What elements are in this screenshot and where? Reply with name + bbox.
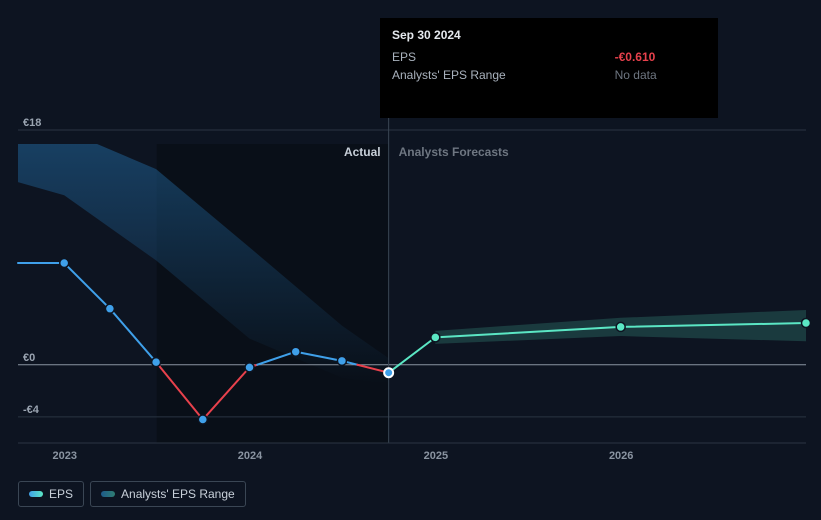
- tooltip-range-value: No data: [591, 66, 706, 84]
- legend-item-range[interactable]: Analysts' EPS Range: [90, 481, 246, 507]
- svg-text:2024: 2024: [238, 450, 263, 462]
- legend-item-eps[interactable]: EPS: [18, 481, 84, 507]
- tooltip-date: Sep 30 2024: [392, 28, 706, 42]
- svg-text:€18: €18: [23, 117, 41, 129]
- legend-swatch-eps: [29, 491, 43, 497]
- tooltip-row-range: Analysts' EPS Range No data: [392, 66, 706, 84]
- chart-legend: EPS Analysts' EPS Range: [18, 481, 246, 507]
- svg-text:-€4: -€4: [23, 404, 40, 416]
- svg-text:2025: 2025: [424, 450, 448, 462]
- svg-text:2026: 2026: [609, 450, 633, 462]
- tooltip-eps-label: EPS: [392, 48, 591, 66]
- legend-swatch-range: [101, 491, 115, 497]
- svg-text:Actual: Actual: [344, 145, 381, 159]
- legend-label-range: Analysts' EPS Range: [121, 487, 235, 501]
- svg-text:Analysts Forecasts: Analysts Forecasts: [399, 145, 509, 159]
- tooltip-row-eps: EPS -€0.610: [392, 48, 706, 66]
- tooltip-eps-value: -€0.610: [591, 48, 706, 66]
- svg-text:€0: €0: [23, 352, 35, 364]
- eps-chart-container: { "chart": { "type": "line+area", "width…: [0, 0, 821, 520]
- legend-label-eps: EPS: [49, 487, 73, 501]
- svg-text:2023: 2023: [52, 450, 76, 462]
- tooltip-table: EPS -€0.610 Analysts' EPS Range No data: [392, 48, 706, 84]
- tooltip-range-label: Analysts' EPS Range: [392, 66, 591, 84]
- hover-tooltip: Sep 30 2024 EPS -€0.610 Analysts' EPS Ra…: [380, 18, 718, 118]
